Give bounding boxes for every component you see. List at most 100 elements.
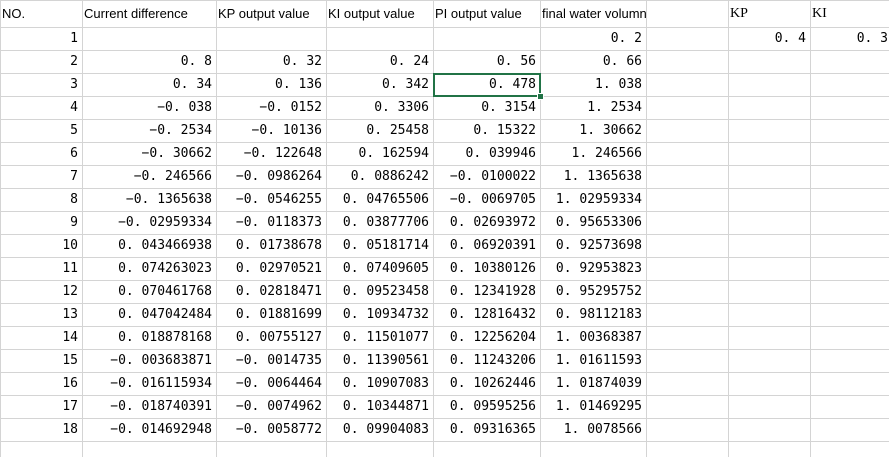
header-pi-output[interactable]: PI output value (435, 6, 522, 21)
table-cell-ki[interactable]: 0. 10934732 (342, 307, 429, 322)
row-number-cell[interactable]: 18 (62, 422, 78, 437)
row-number-cell[interactable]: 17 (62, 399, 78, 414)
table-cell-water[interactable]: 1. 246566 (571, 146, 642, 161)
table-cell-ki[interactable]: 0. 10344871 (342, 399, 429, 414)
table-cell-diff[interactable] (82, 27, 216, 50)
table-cell-ki[interactable]: 0. 07409605 (342, 261, 429, 276)
table-cell-water[interactable]: 0. 66 (602, 54, 642, 69)
table-cell-diff[interactable]: −0. 016115934 (110, 376, 212, 391)
table-cell-diff[interactable]: −0. 2534 (149, 123, 212, 138)
table-cell-pi[interactable]: 0. 11243206 (449, 353, 536, 368)
table-cell-kp[interactable]: 0. 02818471 (235, 284, 322, 299)
table-cell-pi[interactable]: 0. 09595256 (449, 399, 536, 414)
table-cell-pi[interactable]: 0. 478 (489, 77, 536, 92)
table-cell-water[interactable]: 1. 30662 (579, 123, 642, 138)
table-cell-water[interactable]: 1. 02959334 (555, 192, 642, 207)
header-ki-output[interactable]: KI output value (328, 6, 415, 21)
table-cell-kp[interactable]: −0. 0074962 (235, 399, 322, 414)
row-number-cell[interactable]: 2 (70, 54, 78, 69)
table-cell-pi[interactable] (433, 27, 540, 50)
fill-handle[interactable] (537, 93, 544, 100)
ki-value-cell[interactable]: 0. 3 (856, 31, 888, 46)
table-cell-diff[interactable]: 0. 047042484 (118, 307, 212, 322)
row-number-cell[interactable]: 7 (70, 169, 78, 184)
table-cell-diff[interactable]: 0. 070461768 (118, 284, 212, 299)
table-cell-pi[interactable]: 0. 12341928 (449, 284, 536, 299)
table-cell-ki[interactable]: 0. 11390561 (342, 353, 429, 368)
table-cell-kp[interactable]: 0. 00755127 (235, 330, 322, 345)
row-number-cell[interactable]: 4 (70, 100, 78, 115)
table-cell-water[interactable]: 1. 01469295 (555, 399, 642, 414)
row-number-cell[interactable]: 16 (62, 376, 78, 391)
table-cell-kp[interactable]: −0. 0152 (259, 100, 322, 115)
table-cell-pi[interactable]: 0. 15322 (473, 123, 536, 138)
table-cell-ki[interactable]: 0. 05181714 (342, 238, 429, 253)
table-cell-pi[interactable]: 0. 10380126 (449, 261, 536, 276)
table-cell-kp[interactable]: −0. 0546255 (235, 192, 322, 207)
table-cell-ki[interactable]: 0. 03877706 (342, 215, 429, 230)
table-cell-kp[interactable]: −0. 0986264 (235, 169, 322, 184)
table-cell-water[interactable]: 1. 2534 (587, 100, 642, 115)
table-cell-diff[interactable]: −0. 018740391 (110, 399, 212, 414)
table-cell-diff[interactable]: 0. 074263023 (118, 261, 212, 276)
table-cell-water[interactable]: 1. 038 (595, 77, 642, 92)
table-cell-water[interactable]: 1. 01874039 (555, 376, 642, 391)
table-cell-diff[interactable]: 0. 018878168 (118, 330, 212, 345)
table-cell-ki[interactable] (326, 27, 433, 50)
header-kp[interactable]: KP (730, 6, 748, 21)
table-cell-kp[interactable]: −0. 10136 (251, 123, 322, 138)
table-cell-kp[interactable]: 0. 01738678 (235, 238, 322, 253)
table-cell-kp[interactable]: −0. 122648 (243, 146, 322, 161)
header-no[interactable]: NO. (2, 6, 26, 21)
table-cell-kp[interactable]: 0. 32 (282, 54, 322, 69)
table-cell-diff[interactable]: −0. 1365638 (125, 192, 212, 207)
table-cell-ki[interactable]: 0. 11501077 (342, 330, 429, 345)
table-cell-diff[interactable]: −0. 30662 (141, 146, 212, 161)
row-number-cell[interactable]: 15 (62, 353, 78, 368)
table-cell-ki[interactable]: 0. 162594 (358, 146, 429, 161)
table-cell-pi[interactable]: 0. 10262446 (449, 376, 536, 391)
row-number-cell[interactable]: 13 (62, 307, 78, 322)
row-number-cell[interactable]: 6 (70, 146, 78, 161)
row-number-cell[interactable]: 10 (62, 238, 78, 253)
table-cell-kp[interactable] (216, 27, 326, 50)
table-cell-diff[interactable]: 0. 043466938 (118, 238, 212, 253)
table-cell-diff[interactable]: −0. 02959334 (118, 215, 212, 230)
table-cell-ki[interactable]: 0. 25458 (366, 123, 429, 138)
row-number-cell[interactable]: 1 (70, 31, 78, 46)
table-cell-water[interactable]: 0. 98112183 (555, 307, 642, 322)
table-cell-ki[interactable]: 0. 3306 (374, 100, 429, 115)
row-number-cell[interactable]: 3 (70, 77, 78, 92)
table-cell-water[interactable]: 1. 1365638 (563, 169, 642, 184)
table-cell-pi[interactable]: 0. 12816432 (449, 307, 536, 322)
table-cell-kp[interactable]: 0. 02970521 (235, 261, 322, 276)
table-cell-diff[interactable]: −0. 014692948 (110, 422, 212, 437)
table-cell-pi[interactable]: 0. 12256204 (449, 330, 536, 345)
row-number-cell[interactable]: 11 (62, 261, 78, 276)
table-cell-diff[interactable]: 0. 34 (172, 77, 212, 92)
table-cell-pi[interactable]: −0. 0100022 (449, 169, 536, 184)
table-cell-kp[interactable]: −0. 0014735 (235, 353, 322, 368)
row-number-cell[interactable]: 8 (70, 192, 78, 207)
header-kp-output[interactable]: KP output value (218, 6, 310, 21)
table-cell-water[interactable]: 1. 0078566 (563, 422, 642, 437)
table-cell-pi[interactable]: 0. 039946 (465, 146, 536, 161)
table-cell-kp[interactable]: −0. 0058772 (235, 422, 322, 437)
table-cell-water[interactable]: 0. 92573698 (555, 238, 642, 253)
table-cell-pi[interactable]: −0. 0069705 (449, 192, 536, 207)
table-cell-kp[interactable]: 0. 136 (275, 77, 322, 92)
table-cell-ki[interactable]: 0. 24 (389, 54, 429, 69)
table-cell-pi[interactable]: 0. 56 (496, 54, 536, 69)
table-cell-kp[interactable]: −0. 0064464 (235, 376, 322, 391)
table-cell-pi[interactable]: 0. 06920391 (449, 238, 536, 253)
row-number-cell[interactable]: 5 (70, 123, 78, 138)
header-final-water[interactable]: final water volumn (542, 6, 646, 21)
table-cell-pi[interactable]: 0. 02693972 (449, 215, 536, 230)
table-cell-water[interactable]: 0. 95653306 (555, 215, 642, 230)
row-number-cell[interactable]: 9 (70, 215, 78, 230)
table-cell-ki[interactable]: 0. 09523458 (342, 284, 429, 299)
table-cell-water[interactable]: 0. 2 (610, 31, 642, 46)
table-cell-ki[interactable]: 0. 342 (382, 77, 429, 92)
table-cell-pi[interactable]: 0. 09316365 (449, 422, 536, 437)
row-number-cell[interactable]: 12 (62, 284, 78, 299)
